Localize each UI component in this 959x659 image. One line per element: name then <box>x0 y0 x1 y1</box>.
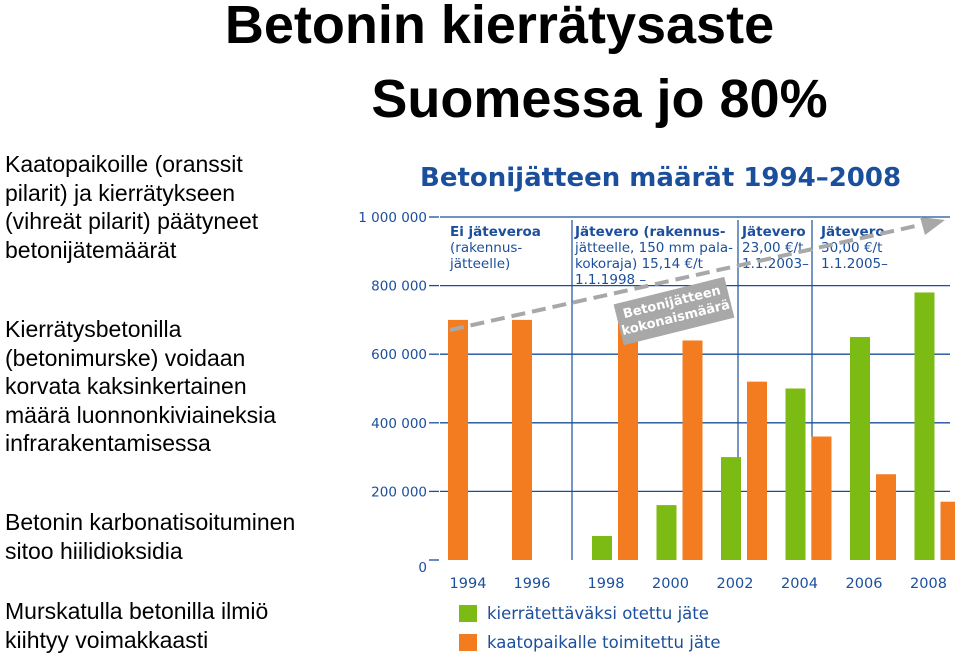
text-line: betonijätemäärät <box>5 236 177 263</box>
text-line: Betonin karbonatisoituminen <box>5 509 296 535</box>
period-label: jätteelle, 150 mm pala- <box>574 240 733 256</box>
trend-label-box <box>613 276 735 346</box>
text-line: määrä luonnonkiviaineksia <box>5 401 277 428</box>
period-label: Jätevero (rakennus- <box>574 224 726 240</box>
x-tick-label: 1994 <box>450 576 487 592</box>
recycled-bar <box>592 535 612 560</box>
text-line: (betonimurske) voidaan <box>5 344 246 371</box>
text-line: sitoo hiilidioksidia <box>5 537 183 564</box>
period-label: kokoraja) 15,14 €/t <box>575 256 703 272</box>
landfill-bar <box>747 381 767 560</box>
period-label: 1.1.1998 – <box>575 272 646 288</box>
landfill-bar <box>876 474 896 560</box>
text-line: Kaatopaikoille (oranssit <box>5 151 243 177</box>
period-label: 1.1.2003– <box>742 256 809 272</box>
y-tick-label: 0 <box>418 560 427 576</box>
period-label: 23,00 €/t <box>742 240 803 256</box>
text-line: infrarakentamisessa <box>5 430 211 456</box>
recycled-bar <box>656 505 677 560</box>
waste-bar-chart: Betonijätteen määrät 1994–2008 0 200 000 40… <box>358 163 955 652</box>
text-line: Murskatulla betonilla ilmiö <box>5 598 269 624</box>
legend-swatch <box>459 634 477 651</box>
period-label: 1.1.2005– <box>821 256 888 272</box>
landfill-bar <box>512 319 532 560</box>
legend-label: kaatopaikalle toimitettu jäte <box>487 633 721 652</box>
slide-title-line1: Betonin kierrätysaste <box>224 0 775 55</box>
text-line: Kierrätysbetonilla <box>5 316 182 342</box>
period-label: (rakennus- <box>450 240 522 256</box>
y-tick-label: 1 000 000 <box>358 210 427 226</box>
text-line: korvata kaksinkertainen <box>5 373 247 399</box>
x-tick-label: 1996 <box>514 576 551 592</box>
paragraph-carbonation: Betonin karbonatisoituminen sitoo hiilid… <box>5 508 295 565</box>
recycled-bar <box>914 292 935 560</box>
paragraph-recycled-concrete: Kierrätysbetonilla (betonimurske) voidaa… <box>5 315 276 458</box>
y-tick-label: 400 000 <box>371 416 427 432</box>
landfill-bar <box>618 319 638 560</box>
paragraph-waste-amounts: Kaatopaikoille (oranssit pilarit) ja kie… <box>5 150 258 264</box>
text-line: pilarit) ja kierrätykseen <box>5 179 236 206</box>
recycled-bar <box>721 457 741 560</box>
legend-label: kierrätettäväksi otettu jäte <box>487 604 709 623</box>
text-line: (vihreät pilarit) päätyneet <box>5 208 259 234</box>
y-tick-label: 800 000 <box>371 279 427 295</box>
trend-line <box>449 223 921 332</box>
text-line: kiihtyy voimakkaasti <box>5 626 209 653</box>
x-tick-label: 2000 <box>652 576 689 592</box>
x-tick-label: 2008 <box>910 576 947 592</box>
slide-title-line2: Suomessa jo 80% <box>371 69 828 129</box>
period-label: Ei jäteveroa <box>450 224 541 240</box>
period-label: 30,00 €/t <box>821 240 882 256</box>
y-tick-label: 200 000 <box>371 484 427 500</box>
paragraph-crushed-concrete: Murskatulla betonilla ilmiö kiihtyy voim… <box>5 597 268 654</box>
chart-title: Betonijätteen määrät 1994–2008 <box>420 163 901 193</box>
y-tick-label: 600 000 <box>371 347 427 363</box>
period-label: Jätevero <box>741 224 806 240</box>
legend-swatch <box>459 605 477 622</box>
x-tick-label: 1998 <box>588 576 625 592</box>
landfill-bar <box>811 436 832 560</box>
x-tick-label: 2004 <box>781 576 818 592</box>
x-tick-label: 2002 <box>717 576 754 592</box>
landfill-bar <box>448 319 468 560</box>
recycled-bar <box>850 337 870 560</box>
landfill-bar <box>940 501 955 560</box>
period-label: jätteelle) <box>449 256 510 272</box>
landfill-bar <box>682 340 703 560</box>
period-label: Jätevero <box>820 224 885 240</box>
recycled-bar <box>785 388 806 560</box>
trend-arrowhead <box>920 217 945 235</box>
x-tick-label: 2006 <box>846 576 883 592</box>
